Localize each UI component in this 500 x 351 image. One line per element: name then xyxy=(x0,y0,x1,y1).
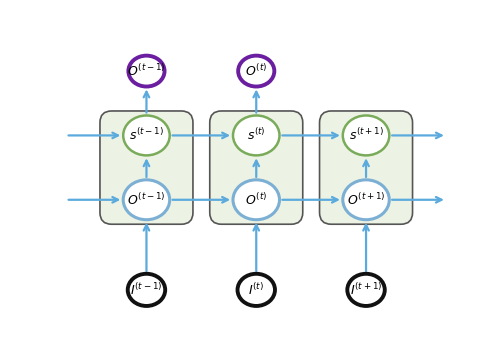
Ellipse shape xyxy=(128,274,165,306)
Ellipse shape xyxy=(233,115,280,155)
FancyBboxPatch shape xyxy=(100,111,193,224)
Text: $O^{\mathit{(t+1)}}$: $O^{\mathit{(t+1)}}$ xyxy=(347,192,386,208)
Ellipse shape xyxy=(343,180,390,220)
Text: $s^{\mathit{(t-1)}}$: $s^{\mathit{(t-1)}}$ xyxy=(129,127,164,143)
Text: $s^{\mathit{(t)}}$: $s^{\mathit{(t)}}$ xyxy=(247,127,266,143)
Text: $I^{\mathit{(t-1)}}$: $I^{\mathit{(t-1)}}$ xyxy=(130,282,162,298)
Ellipse shape xyxy=(238,56,275,87)
Text: $O^{\mathit{(t-1)}}$: $O^{\mathit{(t-1)}}$ xyxy=(127,192,166,208)
Text: $O^{\mathit{(t)}}$: $O^{\mathit{(t)}}$ xyxy=(245,192,268,208)
Text: $s^{\mathit{(t+1)}}$: $s^{\mathit{(t+1)}}$ xyxy=(348,127,384,143)
Text: $I^{\mathit{(t+1)}}$: $I^{\mathit{(t+1)}}$ xyxy=(350,282,382,298)
Ellipse shape xyxy=(238,274,275,306)
Ellipse shape xyxy=(123,115,170,155)
Ellipse shape xyxy=(348,274,385,306)
Text: $O^{\mathit{(t)}}$: $O^{\mathit{(t)}}$ xyxy=(245,63,268,79)
FancyBboxPatch shape xyxy=(210,111,303,224)
Ellipse shape xyxy=(123,180,170,220)
FancyBboxPatch shape xyxy=(320,111,412,224)
Text: $I^{\mathit{(t)}}$: $I^{\mathit{(t)}}$ xyxy=(248,282,264,298)
Ellipse shape xyxy=(343,115,390,155)
Ellipse shape xyxy=(233,180,280,220)
Text: $O^{\mathit{(t-1)}}$: $O^{\mathit{(t-1)}}$ xyxy=(127,63,166,79)
Ellipse shape xyxy=(128,56,164,87)
